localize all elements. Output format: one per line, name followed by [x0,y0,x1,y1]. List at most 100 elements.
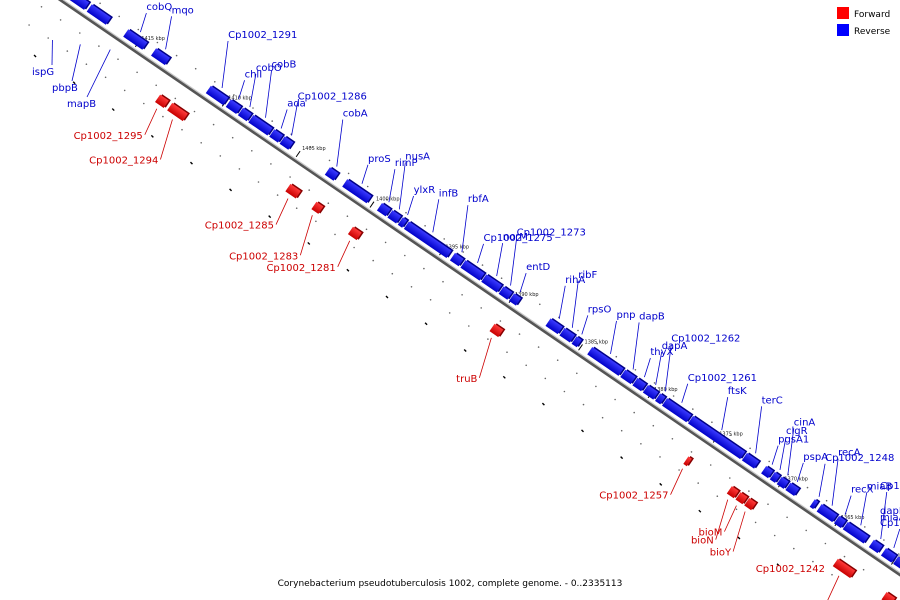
gene-label[interactable]: Cp1002_1281 [266,263,335,274]
gene-label[interactable]: cinA [794,417,816,428]
gene-cobQ[interactable] [123,28,150,51]
gene-bioM[interactable] [735,491,750,505]
gene-label[interactable]: cobO [256,63,282,74]
gene-label[interactable]: Cp1002_1283 [229,251,298,262]
gene-label[interactable]: norM [503,232,528,243]
gene-Cp1002_1241[interactable] [880,547,899,564]
gene-norM[interactable] [481,273,505,293]
gene-Cp1002_1291[interactable] [205,84,231,106]
gene-label[interactable]: dapB [639,311,665,322]
gene-Cp1002_1262[interactable] [655,392,668,405]
gene-label[interactable]: Cp1002_1262 [671,333,740,344]
gene-Cp1002_1283[interactable] [311,200,326,214]
gene-label[interactable]: bioN [691,536,714,547]
gene-label[interactable]: recA [838,448,861,459]
gene-label[interactable]: cobA [343,109,368,120]
gene-label[interactable]: bioM [699,528,723,539]
gene-pspA[interactable] [785,481,802,496]
gene-Cp1002_1242b[interactable] [881,591,898,600]
gene-Cp1002_1248[interactable] [809,498,821,510]
gene-cinA[interactable] [776,475,791,489]
gene-thyX[interactable] [632,377,649,392]
gene-label[interactable]: cobB [272,60,297,71]
gene-label[interactable]: proS [368,154,391,165]
gene-label[interactable]: Cp1002_1241 [880,518,900,529]
gene-truB[interactable] [489,322,506,338]
gene-label[interactable]: Cp1002_1273 [517,228,586,239]
gene-label[interactable]: rimP [395,158,418,169]
gene-label[interactable]: pgsA1 [778,435,809,446]
gene-ada[interactable] [269,128,286,143]
gene-clgR[interactable] [769,471,783,484]
gene-label[interactable]: mapB [67,99,96,110]
gene-dapB[interactable] [620,368,638,385]
gene-pnp[interactable] [587,346,626,377]
gene-entD[interactable] [508,292,524,306]
gene-rihA[interactable] [545,317,565,335]
gene-label[interactable]: terC [762,395,783,406]
gene-label[interactable]: mqo [172,5,194,16]
gene-label[interactable]: Cp1002_1257 [599,491,668,502]
gene-Cp1002_1257[interactable] [683,455,694,467]
gene-label[interactable]: Cp1002_1291 [228,30,297,41]
gene-label[interactable]: Cp1002_1248 [825,453,894,464]
gene-chlI[interactable] [225,98,244,115]
gene-Cp1002_1286[interactable] [279,135,296,150]
gene-Cp1002_1244[interactable] [868,538,885,554]
gene-miaA[interactable] [893,555,900,572]
gene-label[interactable]: truB [456,374,477,385]
gene-label[interactable]: pbpB [52,83,78,94]
gene-infB[interactable] [403,220,454,259]
gene-label[interactable]: chlI [245,69,263,80]
gene-label[interactable]: dapF [880,506,900,517]
gene-nusA[interactable] [387,209,404,224]
gene-pgsA1[interactable] [761,465,776,479]
gene-label[interactable]: dapA [662,341,688,352]
gene-ribF[interactable] [559,327,578,344]
gene-ylxR[interactable] [397,216,410,228]
gene-mapB[interactable] [86,3,113,26]
gene-label[interactable]: cobQ [146,2,172,13]
gene-label[interactable]: pspA [803,452,828,463]
gene-label[interactable]: Cp1002_1295 [74,131,143,142]
gene-Cp1002_1285[interactable] [285,183,303,200]
gene-label[interactable]: Cp1002_1261 [688,373,757,384]
gene-label[interactable]: rihA [565,275,585,286]
gene-label[interactable]: Cp1002_1285 [205,221,274,232]
gene-label[interactable]: nusA [405,151,430,162]
gene-label[interactable]: thyX [650,347,673,358]
gene-label[interactable]: infB [439,188,459,199]
gene-label[interactable]: miaB [867,481,893,492]
gene-ftsK[interactable] [687,415,748,460]
gene-label[interactable]: ftsK [728,386,747,397]
gene-label[interactable]: ada [287,99,306,110]
gene-Cp1002_1242[interactable] [832,557,858,579]
gene-rimP[interactable] [376,202,393,217]
gene-label[interactable]: recX [851,485,874,496]
gene-label[interactable]: bioY [710,548,732,559]
gene-bioY[interactable] [744,497,759,511]
gene-label[interactable]: Cp1002_1294 [89,156,158,167]
gene-label[interactable]: Cp1002_1286 [298,92,367,103]
gene-recX[interactable] [833,515,849,529]
gene-proS[interactable] [342,178,374,204]
gene-label[interactable]: pnp [617,310,636,321]
gene-bioN[interactable] [726,485,741,499]
gene-label[interactable]: entD [526,262,550,273]
gene-recA[interactable] [816,503,840,523]
gene-dapA[interactable] [642,384,661,401]
gene-Cp1002_1294[interactable] [167,102,190,122]
gene-label[interactable]: Cp1002_1275 [484,233,553,244]
gene-mqo[interactable] [151,47,173,66]
gene-label[interactable]: ribF [578,270,597,281]
gene-miaB[interactable] [842,521,871,545]
gene-label[interactable]: rbfA [468,194,489,205]
gene-cobO[interactable] [237,107,254,122]
gene-rpsO[interactable] [571,335,584,348]
gene-label[interactable]: miaA [880,512,900,523]
gene-Cp1002_1261[interactable] [661,397,694,423]
gene-Cp1002_1295[interactable] [155,93,171,108]
gene-terC[interactable] [741,452,762,470]
gene-label[interactable]: ylxR [414,185,436,196]
gene-Cp1002_1281[interactable] [347,225,364,241]
